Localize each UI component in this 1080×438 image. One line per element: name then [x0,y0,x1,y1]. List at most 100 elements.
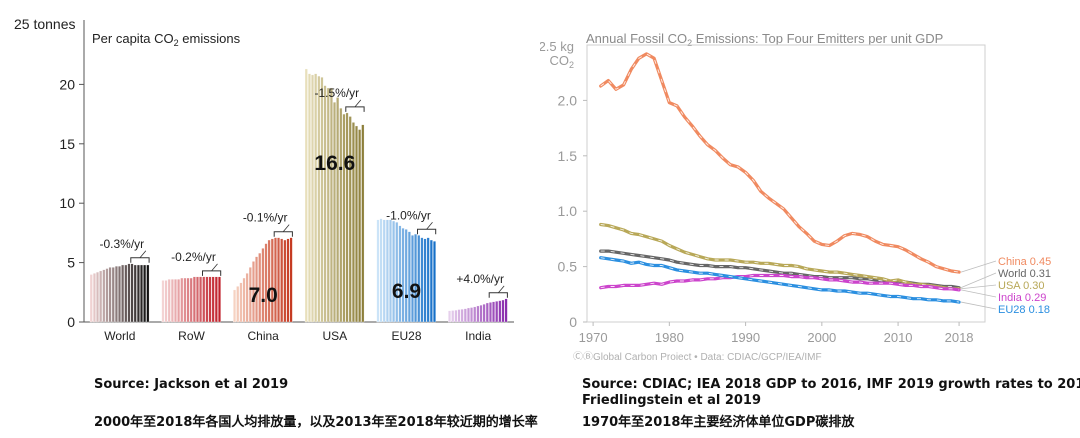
bar [345,112,349,323]
series-label-usa: USA 0.30 [998,280,1044,292]
rate-leader [497,285,505,294]
bar [355,125,358,323]
series-leader-india [960,289,997,298]
bar [482,304,486,323]
bar [504,298,508,323]
series-leader-world [960,272,997,289]
right-source-caption-line1: Source: CDIAC; IEA 2018 GDP to 2016, IMF… [582,377,1080,392]
bar [473,306,477,323]
bar [283,239,287,323]
bar [277,237,280,323]
bar [236,286,240,323]
value-label: 16.6 [314,152,355,175]
left-y-tick-label: 10 [59,195,75,211]
rate-leader [282,224,290,232]
bar [317,75,321,323]
bar [382,219,386,323]
bar [214,276,218,323]
bar [177,279,181,323]
bar [470,307,474,323]
bar [339,108,343,323]
bar [429,239,433,323]
bar [501,299,505,323]
rate-bracket [130,257,150,263]
bar [111,267,115,323]
bar-group-eu28: EU28 -1.0%/yr 6.9 [376,208,437,343]
category-label: USA [322,329,347,343]
left-y-tick-label: 15 [59,136,75,152]
bar [289,237,293,323]
bar [280,238,284,323]
left-y-tick-label: 20 [59,76,75,92]
value-label: 7.0 [249,284,278,307]
bar [376,219,380,323]
rate-bracket [273,231,293,237]
bar [186,277,190,323]
series-dash-india [600,275,960,291]
left-y-unit-label: 25 tonnes [14,16,76,32]
rate-leader [354,99,362,108]
series-label-eu28: EU28 0.18 [998,304,1050,316]
bar [451,310,455,323]
bar [426,237,430,323]
bar [398,225,402,323]
right-source-caption-line2: Friedlingstein et al 2019 [582,393,762,408]
bar [270,238,274,323]
series-dash-china [600,53,960,273]
bar [199,276,203,323]
right-chart: Annual Fossil CO2 Emissions: Top Four Em… [540,31,1051,360]
bar [170,279,174,323]
bar [192,276,196,323]
bar [248,267,252,323]
bar [245,273,249,323]
bar [361,124,365,323]
bar [143,264,147,323]
right-y-tick-label: 0.5 [558,259,578,275]
bar [274,237,277,323]
bar [242,277,246,323]
right-x-tick-label: 2018 [945,330,974,345]
bar [89,274,93,323]
bar [448,310,452,323]
bar [414,233,418,323]
bar [498,300,502,323]
series-dash-usa [600,224,960,290]
right-y-tick-label: 0 [569,314,577,330]
bar [311,74,314,323]
bar [121,264,125,323]
right-series-lines [599,52,961,304]
right-chart-title: Annual Fossil CO2 Emissions: Top Four Em… [586,31,943,48]
bar [99,270,103,323]
right-y-tick-label: 2.0 [558,92,578,108]
bar [307,73,311,323]
bar [420,237,424,323]
bar [401,227,405,323]
bar [208,276,212,323]
right-credit: ⒸⒷGlobal Carbon Project • Data: CDIAC/GC… [573,351,822,360]
left-chart: 25 tonnes Per capita CO2 emissions 0 5 10 1… [14,16,514,343]
bar [433,241,436,323]
bar [218,276,221,323]
bar [167,279,171,323]
bar [342,113,346,323]
bar [411,235,414,323]
right-x-tick-label: 1970 [579,330,608,345]
bar-group-india: India +4.0%/yr [448,272,508,343]
series-label-india: India 0.29 [998,292,1046,304]
bar [196,276,199,323]
bar [320,77,324,323]
bar [180,277,184,323]
bar [252,261,255,323]
right-y-tick-label: 1.0 [558,203,578,219]
bar [261,248,265,323]
right-x-tick-label: 1980 [655,330,684,345]
bar [183,277,187,323]
rate-bracket [417,228,437,235]
bar [485,302,489,323]
right-x-tick-label: 2010 [884,330,913,345]
bar [205,276,209,323]
bar [118,266,121,323]
bar [124,264,128,323]
series-leader-china [960,260,997,273]
